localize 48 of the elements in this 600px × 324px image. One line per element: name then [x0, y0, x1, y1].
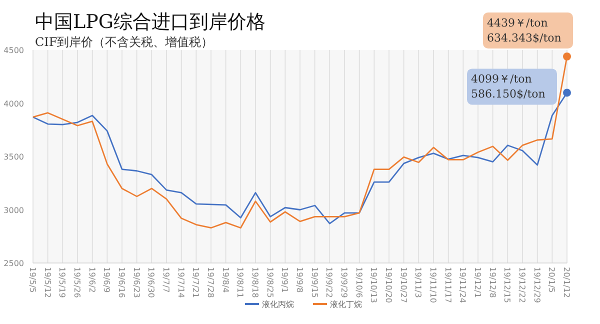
x-tick-label: 19/11/17 — [443, 267, 452, 303]
x-tick-label: 19/9/15 — [310, 267, 319, 298]
x-tick-label: 19/7/14 — [176, 267, 186, 298]
x-tick-label: 19/8/18 — [250, 267, 260, 298]
x-tick-label: 19/5/19 — [58, 267, 67, 298]
x-tick-label: 19/9/1 — [280, 267, 290, 293]
x-tick-label: 19/11/24 — [458, 267, 468, 303]
legend-label: 液化丙烷 — [262, 300, 294, 309]
x-tick-label: 19/6/16 — [117, 267, 126, 298]
x-tick-label: 19/11/3 — [414, 267, 423, 298]
x-tick-label: 20/1/12 — [562, 267, 571, 298]
x-tick-label: 19/7/28 — [206, 267, 215, 298]
x-tick-label: 19/8/11 — [236, 267, 245, 298]
x-tick-label: 19/5/12 — [42, 267, 52, 298]
x-tick-label: 19/12/8 — [488, 267, 497, 298]
y-tick-label: 4500 — [4, 46, 24, 55]
annotation: 4099￥/ton 586.150$/ton — [471, 72, 546, 101]
x-tick-label: 19/11/10 — [428, 267, 438, 303]
chart-subtitle: CIF到岸价（不含关税、增值税） — [35, 35, 214, 49]
x-tick-label: 19/6/30 — [146, 267, 156, 298]
x-tick-label: 19/12/15 — [502, 267, 512, 303]
y-tick-label: 3000 — [4, 206, 24, 215]
x-tick-label: 19/9/8 — [295, 267, 304, 293]
chart-title: 中国LPG综合进口到岸价格 — [35, 11, 266, 33]
x-tick-label: 19/10/13 — [369, 267, 378, 303]
x-tick-label: 19/5/26 — [72, 267, 82, 298]
y-tick-label: 3500 — [4, 152, 24, 162]
x-tick-label: 20/1/5 — [547, 267, 556, 293]
annotation: 4439￥/ton 634.343$/ton — [487, 16, 562, 44]
x-tick-label: 19/12/22 — [518, 267, 526, 303]
y-tick-label: 2500 — [4, 259, 24, 268]
x-tick-label: 19/10/27 — [398, 267, 408, 303]
x-tick-label: 19/7/7 — [162, 267, 170, 293]
x-tick-label: 19/12/29 — [532, 267, 542, 303]
x-tick-label: 19/6/2 — [87, 267, 96, 293]
x-tick-label: 19/6/23 — [132, 267, 141, 298]
y-tick-label: 4000 — [4, 99, 24, 108]
x-tick-label: 19/10/6 — [354, 267, 364, 298]
x-tick-label: 19/10/20 — [384, 267, 393, 303]
x-tick-label: 19/9/22 — [324, 267, 334, 298]
x-tick-label: 19/5/5 — [28, 267, 37, 293]
x-tick-label: 19/9/29 — [340, 267, 348, 298]
x-tick-label: 19/7/21 — [191, 267, 200, 298]
x-tick-label: 19/8/4 — [220, 267, 230, 293]
x-tick-label: 19/12/1 — [473, 267, 482, 298]
x-tick-label: 19/8/25 — [265, 267, 274, 298]
x-tick-label: 19/6/9 — [102, 267, 112, 293]
legend-label: 液化丁烷 — [330, 300, 362, 309]
